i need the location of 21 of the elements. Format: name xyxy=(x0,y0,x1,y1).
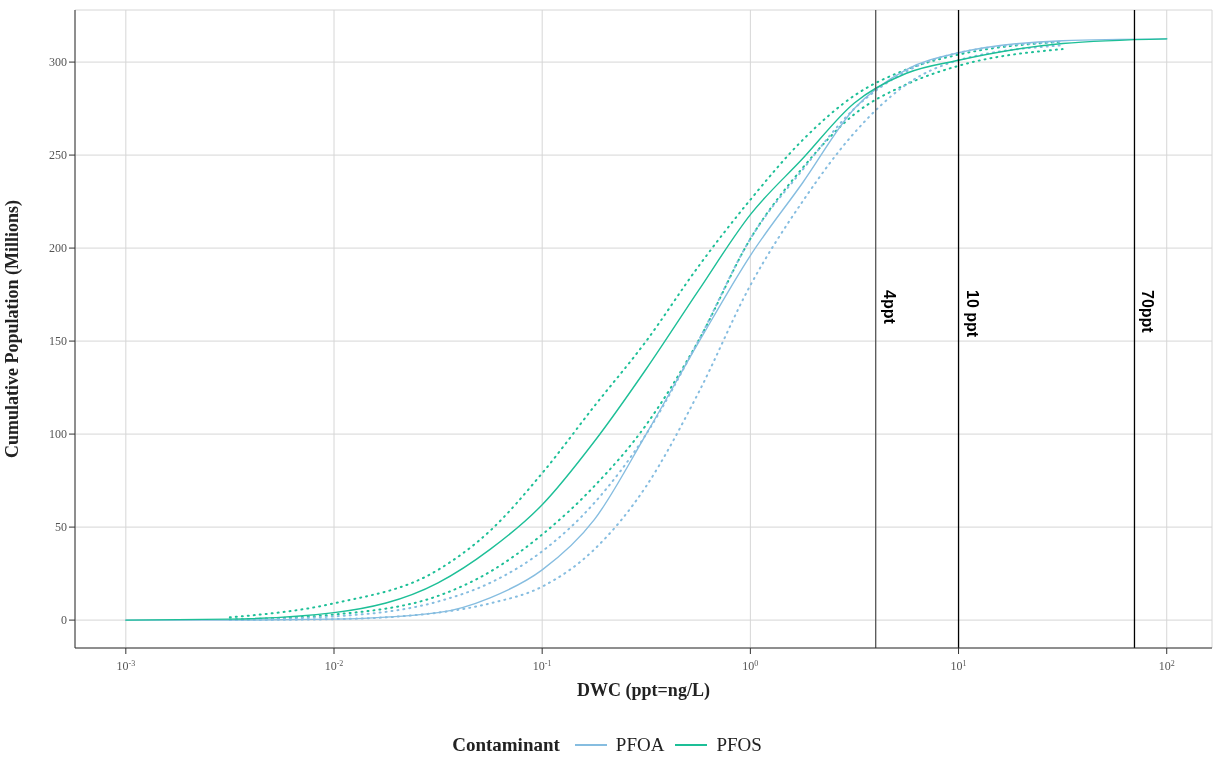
legend-title: Contaminant xyxy=(452,734,560,756)
y-tick-label: 150 xyxy=(49,334,67,349)
x-tick-label: 10$^{-3}$ xyxy=(116,658,136,673)
x-axis-title: DWC (ppt=ng/L) xyxy=(577,680,710,701)
ref-line-label: 4ppt xyxy=(880,290,898,325)
legend-label: PFOA xyxy=(615,734,665,756)
y-tick-label: 250 xyxy=(49,148,67,163)
x-tick-label: 10$^{-1}$ xyxy=(532,658,552,673)
ref-line-label: 10 ppt xyxy=(963,290,981,338)
x-tick-label: 10$^{2}$ xyxy=(1158,658,1175,673)
y-tick-label: 0 xyxy=(61,613,67,628)
y-tick-label: 50 xyxy=(55,520,67,535)
y-axis-title: Cumulative Population (Millions) xyxy=(2,199,24,459)
y-tick-label: 200 xyxy=(49,241,67,256)
y-tick-label: 100 xyxy=(49,427,67,442)
y-tick-label: 300 xyxy=(49,55,67,70)
x-tick-label: 10$^{-2}$ xyxy=(324,658,344,673)
x-tick-label: 10$^{1}$ xyxy=(950,658,967,673)
legend-label: PFOS xyxy=(716,734,762,756)
x-tick-label: 10$^{0}$ xyxy=(742,658,759,673)
ref-line-label: 70ppt xyxy=(1139,290,1157,334)
